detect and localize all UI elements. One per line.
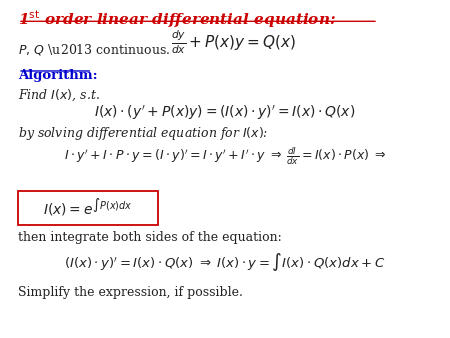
Text: Algorithm:: Algorithm:: [18, 69, 98, 82]
Text: then integrate both sides of the equation:: then integrate both sides of the equatio…: [18, 231, 282, 243]
Text: $P,\, Q$ \u2013 continuous.: $P,\, Q$ \u2013 continuous.: [18, 42, 170, 57]
Text: $I\cdot y'+I\cdot P\cdot y=(I\cdot y)'=I\cdot y'+I'\cdot y\;\Rightarrow\;\frac{d: $I\cdot y'+I\cdot P\cdot y=(I\cdot y)'=I…: [64, 145, 386, 167]
FancyBboxPatch shape: [18, 191, 158, 225]
Text: $(I(x)\cdot y)'=I(x)\cdot Q(x)\;\Rightarrow\;I(x)\cdot y=\int I(x)\cdot Q(x)dx+C: $(I(x)\cdot y)'=I(x)\cdot Q(x)\;\Rightar…: [64, 251, 386, 273]
Text: by solving differential equation for $I(x)$:: by solving differential equation for $I(…: [18, 125, 268, 142]
Text: $\frac{dy}{dx}+P(x)y=Q(x)$: $\frac{dy}{dx}+P(x)y=Q(x)$: [171, 29, 297, 56]
Text: Find $I(x)$, s.t.: Find $I(x)$, s.t.: [18, 88, 100, 103]
Text: $I(x)=e^{\int P(x)dx}$: $I(x)=e^{\int P(x)dx}$: [43, 197, 133, 219]
Text: Simplify the expression, if possible.: Simplify the expression, if possible.: [18, 286, 243, 298]
Text: 1$^{\rm st}$ order linear differential equation:: 1$^{\rm st}$ order linear differential e…: [18, 8, 336, 30]
Text: $I(x)\cdot(y'+P(x)y)=(I(x)\cdot y)'=I(x)\cdot Q(x)$: $I(x)\cdot(y'+P(x)y)=(I(x)\cdot y)'=I(x)…: [94, 104, 356, 122]
